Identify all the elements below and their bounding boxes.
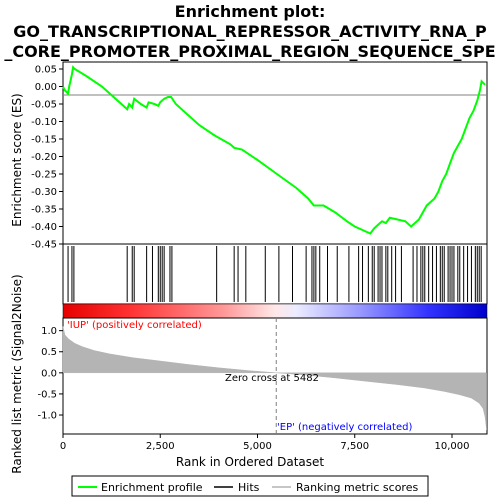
negative-correlation-label: 'EP' (negatively correlated) (277, 422, 412, 433)
ranking-y-tick-label: 0.0 (41, 368, 57, 379)
plot-title-line-2: GO_TRANSCRIPTIONAL_REPRESSOR_ACTIVITY_RN… (13, 22, 487, 41)
plot-title-line-3: _CORE_PROMOTER_PROXIMAL_REGION_SEQUENCE_… (4, 42, 495, 61)
legend: Enrichment profile Hits Ranking metric s… (71, 475, 429, 497)
hits-panel (62, 243, 488, 305)
ranking-y-tick-label: -0.5 (37, 389, 57, 400)
color-bar-strip (62, 303, 488, 319)
es-y-tick-label: -0.35 (31, 205, 57, 216)
ranking-y-tick-label: 0.5 (41, 347, 57, 358)
enrichment-profile-line (62, 65, 486, 235)
es-y-tick-label: -0.05 (31, 100, 57, 111)
legend-ranking-label: Ranking metric scores (296, 481, 418, 494)
es-y-axis-label: Enrichment score (ES) (10, 93, 24, 226)
ranking-x-tick-label: 10,000 (434, 441, 469, 452)
es-y-tick-label: 0.00 (35, 82, 57, 93)
ranking-y-tick-label: -1.0 (37, 411, 57, 422)
correlation-color-bar (62, 303, 488, 319)
ranking-x-tick-label: 5,000 (243, 441, 272, 452)
ranking-y-axis: 1.0 0.5 0.0 -0.5 -1.0 (37, 326, 63, 422)
es-panel: 0.05 0.00 -0.05 -0.10 -0.15 -0.20 -0.25 -0.30 -0… (10, 61, 488, 251)
es-y-tick-label: -0.30 (31, 187, 57, 198)
ranking-metric-area (62, 326, 487, 430)
es-y-tick-label: -0.20 (31, 152, 57, 163)
hits-panel-frame (62, 243, 488, 305)
es-panel-frame (62, 61, 488, 245)
es-y-axis: 0.05 0.00 -0.05 -0.10 -0.15 -0.20 -0.25 -0.30 -0… (31, 65, 63, 251)
es-y-tick-label: -0.45 (31, 240, 57, 251)
ranking-x-axis: 0 2,500 5,000 7,500 10,000 (60, 434, 469, 452)
plot-title-line-1: Enrichment plot: (175, 2, 326, 21)
legend-box (71, 475, 429, 497)
es-y-tick-label: -0.40 (31, 222, 57, 233)
positive-correlation-label: 'IUP' (positively correlated) (67, 320, 202, 331)
es-y-tick-label: -0.15 (31, 135, 57, 146)
legend-enrichment-label: Enrichment profile (101, 481, 203, 494)
es-y-tick-label: -0.10 (31, 117, 57, 128)
es-y-tick-label: -0.25 (31, 170, 57, 181)
ranking-x-tick-label: 0 (60, 441, 66, 452)
hits-group (67, 246, 482, 302)
ranking-x-tick-label: 7,500 (340, 441, 369, 452)
ranking-x-tick-label: 2,500 (146, 441, 175, 452)
zero-cross-label: Zero cross at 5482 (225, 373, 319, 384)
ranking-x-axis-label: Rank in Ordered Dataset (176, 455, 324, 469)
ranking-y-tick-label: 1.0 (41, 326, 57, 337)
legend-hits-label: Hits (238, 481, 260, 494)
ranking-panel: 1.0 0.5 0.0 -0.5 -1.0 0 2,500 5,000 7,500 10,000… (10, 274, 488, 474)
ranking-y-axis-label: Ranked list metric (Signal2Noise) (10, 274, 24, 473)
es-y-tick-label: 0.05 (35, 65, 57, 76)
